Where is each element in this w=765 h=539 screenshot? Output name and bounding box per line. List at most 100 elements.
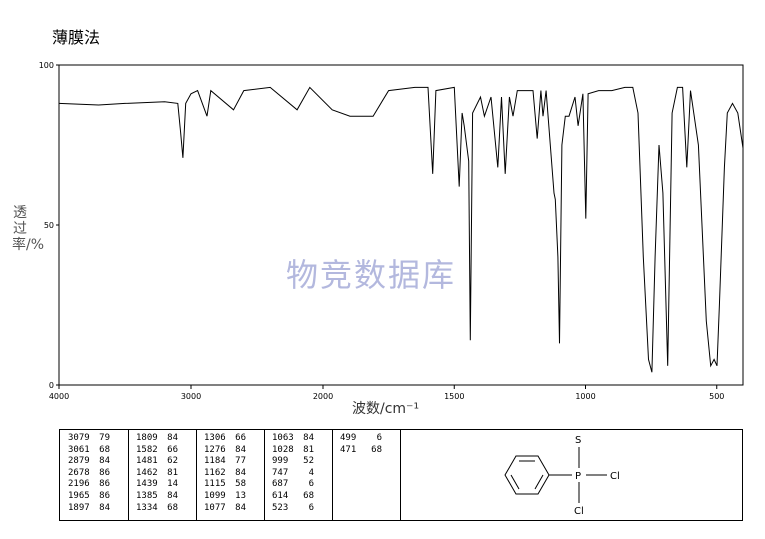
atom-cl: Cl (574, 506, 584, 517)
peak-row: 1115 58 (196, 479, 264, 491)
peak-table: 3079 79 3061 68 2879 84 2678 86 2196 86 1965 86 1897… (59, 429, 743, 521)
benzene-double-bond (510, 474, 520, 490)
peak-transmittance: 84 (303, 433, 314, 443)
peak-transmittance: 84 (235, 444, 246, 455)
peak-row: 614 68 (264, 491, 332, 503)
peak-transmittance: 84 (235, 467, 246, 478)
peak-wavenumber: 1162 (204, 467, 226, 478)
plot-frame (58, 64, 744, 386)
peak-transmittance: 77 (235, 456, 246, 467)
peak-transmittance: 68 (371, 444, 382, 455)
peak-wavenumber: 1481 (136, 456, 158, 467)
peak-wavenumber: 523 (272, 502, 289, 513)
spectrum-line (58, 86, 744, 373)
atom-s: S (575, 435, 581, 446)
peak-transmittance: 86 (99, 490, 110, 501)
peak-wavenumber: 499 (340, 433, 357, 443)
peak-wavenumber: 1385 (136, 490, 158, 501)
benzene-ring (504, 455, 550, 495)
peak-row: 3079 79 (60, 433, 128, 445)
peak-transmittance: 58 (235, 479, 246, 490)
peak-row: 1965 86 (60, 491, 128, 503)
benzene-double-bond (534, 474, 544, 490)
peak-transmittance: 84 (235, 502, 246, 513)
peak-wavenumber: 614 (272, 490, 289, 501)
peak-row: 1334 68 (128, 503, 196, 515)
peak-row: 1462 81 (128, 468, 196, 480)
peak-transmittance: 84 (167, 490, 178, 501)
x-axis-label: 波数/cm⁻¹ (352, 401, 420, 417)
x-tick-label: 3000 (181, 392, 201, 401)
peak-transmittance: 13 (235, 490, 246, 501)
peak-transmittance: 62 (167, 456, 178, 467)
peak-wavenumber: 1582 (136, 444, 158, 455)
peak-wavenumber: 1462 (136, 467, 158, 478)
watermark: 物竞数据库 (286, 256, 457, 294)
peak-row: 1306 66 (196, 433, 264, 445)
peak-row: 1077 84 (196, 503, 264, 515)
peak-table-column: 499 6 471 68 (332, 430, 401, 520)
peak-wavenumber: 1897 (68, 502, 90, 513)
peak-transmittance: 66 (235, 433, 246, 443)
peak-wavenumber: 1099 (204, 490, 226, 501)
peak-transmittance: 52 (303, 456, 314, 467)
peak-row: 999 52 (264, 456, 332, 468)
peak-wavenumber: 1115 (204, 479, 226, 490)
x-tick-label: 4000 (49, 392, 69, 401)
peak-row: 687 6 (264, 479, 332, 491)
peak-row: 1162 84 (196, 468, 264, 480)
peak-table-column: 1063 84 1028 81 999 52 747 4 687 6 614 68 523 6 (264, 430, 333, 520)
y-tick-label: 100 (39, 61, 54, 70)
peak-row: 1028 81 (264, 445, 332, 457)
x-tick-label: 1500 (444, 392, 464, 401)
peak-table-column: 3079 79 3061 68 2879 84 2678 86 2196 86 1965 86 1897… (60, 430, 129, 520)
peak-row: 1184 77 (196, 456, 264, 468)
peak-row: 747 4 (264, 468, 332, 480)
x-tick-label: 2000 (313, 392, 333, 401)
peak-row: 2879 84 (60, 456, 128, 468)
peak-wavenumber: 1965 (68, 490, 90, 501)
peak-transmittance: 66 (167, 444, 178, 455)
peak-transmittance: 84 (99, 456, 110, 467)
peak-wavenumber: 1077 (204, 502, 226, 513)
peak-wavenumber: 687 (272, 479, 289, 490)
peak-wavenumber: 3079 (68, 433, 90, 443)
peak-wavenumber: 1334 (136, 502, 158, 513)
peak-wavenumber: 471 (340, 444, 357, 455)
y-tick-label: 50 (44, 221, 54, 230)
peak-transmittance: 6 (308, 502, 314, 513)
peak-transmittance: 79 (99, 433, 110, 443)
peak-transmittance: 6 (376, 433, 382, 443)
peak-row: 523 6 (264, 503, 332, 515)
peak-wavenumber: 1063 (272, 433, 294, 443)
peak-row: 1481 62 (128, 456, 196, 468)
peak-wavenumber: 1184 (204, 456, 226, 467)
peak-transmittance: 68 (303, 490, 314, 501)
peak-transmittance: 68 (167, 502, 178, 513)
method-label: 薄膜法 (52, 28, 101, 47)
peak-transmittance: 68 (99, 444, 110, 455)
x-tick-label: 500 (709, 392, 724, 401)
peak-table-column: 1306 66 1276 84 1184 77 1162 84 1115 58 1099 13 1077… (196, 430, 265, 520)
peak-wavenumber: 1028 (272, 444, 294, 455)
peak-wavenumber: 1439 (136, 479, 158, 490)
peak-wavenumber: 2879 (68, 456, 90, 467)
peak-row: 1809 84 (128, 433, 196, 445)
peak-transmittance: 86 (99, 479, 110, 490)
peak-transmittance: 81 (303, 444, 314, 455)
peak-transmittance: 4 (308, 467, 314, 478)
peak-transmittance: 14 (167, 479, 178, 490)
peak-row: 471 68 (332, 445, 400, 457)
peak-row: 2196 86 (60, 479, 128, 491)
structure-diagram: S P Cl Cl (504, 435, 620, 517)
peak-row: 3061 68 (60, 445, 128, 457)
peak-row: 1897 84 (60, 503, 128, 515)
atom-cl: Cl (610, 471, 620, 482)
peak-row: 1385 84 (128, 491, 196, 503)
peak-wavenumber: 747 (272, 467, 289, 478)
peak-row: 1099 13 (196, 491, 264, 503)
x-tick-label: 1000 (575, 392, 595, 401)
peak-wavenumber: 999 (272, 456, 289, 467)
axis-ticks: 4000 3000 2000 1500 1000 500 0 50 100 (39, 61, 725, 401)
peak-transmittance: 81 (167, 467, 178, 478)
